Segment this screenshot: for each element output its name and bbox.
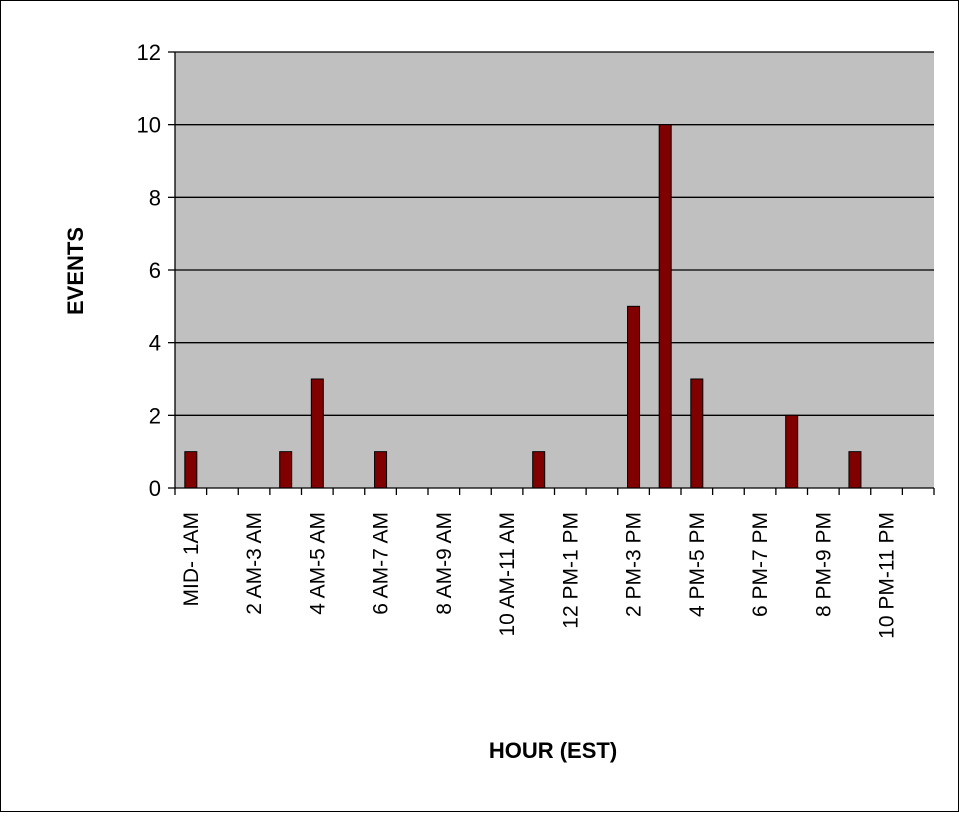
bar-15 [627,305,641,489]
x-tick-label-22: 10 PM-11 PM [876,512,899,639]
x-tick-labels: MID- 1AM 2 AM-3 AM 4 AM-5 AM 6 AM-7 AM 8 AM-… [180,512,899,639]
bar-17 [690,378,704,489]
bar-4 [279,451,293,489]
x-axis-label: HOUR (EST) [489,738,617,763]
y-tick-label-2: 2 [149,403,161,428]
axes [168,51,935,495]
y-tick-label-6: 6 [149,258,161,283]
x-tick-label-4: 4 AM-5 AM [306,512,329,615]
bar-22 [848,451,862,489]
bars [184,124,862,489]
y-tick-label-10: 10 [137,113,161,138]
y-tick-labels: 0 2 4 6 8 10 12 [137,40,161,501]
y-tick-label-4: 4 [149,331,161,356]
bar-20 [785,414,799,489]
x-tick-label-14: 2 PM-3 PM [623,512,646,617]
x-tick-label-16: 4 PM-5 PM [686,512,709,617]
x-tick-label-8: 8 AM-9 AM [433,512,456,615]
bar-5 [310,378,324,489]
x-tick-label-2: 2 AM-3 AM [243,512,266,615]
x-tick-label-0: MID- 1AM [180,512,203,607]
gridlines [175,51,934,416]
y-tick-label-12: 12 [137,40,161,65]
y-tick-label-0: 0 [149,476,161,501]
bar-12 [532,451,546,489]
x-tick-label-20: 8 PM-9 PM [812,512,835,617]
x-tick-label-18: 6 PM-7 PM [749,512,772,617]
y-axis-label: EVENTS [63,227,88,315]
x-tick-label-10: 10 AM-11 AM [496,512,519,637]
bar-7 [374,451,388,489]
bar-16 [658,124,672,489]
x-tick-label-12: 12 PM-1 PM [559,512,582,629]
x-tick-label-6: 6 AM-7 AM [370,512,393,615]
y-tick-label-8: 8 [149,185,161,210]
bar-1 [184,451,198,489]
